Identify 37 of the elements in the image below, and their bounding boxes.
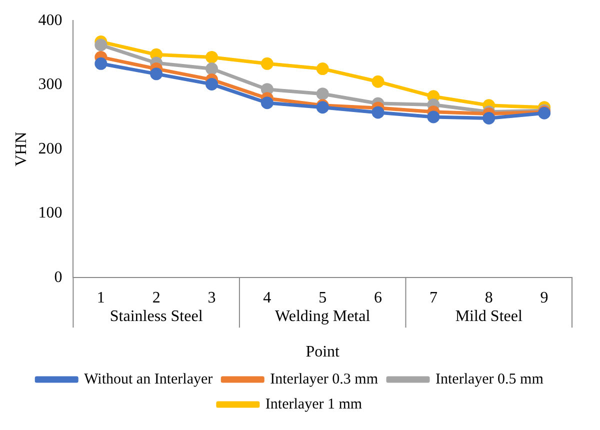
point [260,96,274,110]
legend-label: Interlayer 1 mm [265,396,362,412]
point [482,112,496,125]
point [316,88,329,100]
x-axis-title: Point [306,344,340,361]
y-tick-label: 200 [38,140,62,158]
point [94,57,108,70]
text: Stainless Steel [110,308,204,325]
point [206,62,218,76]
x-tick-label: 1 [96,289,105,306]
point [150,68,163,80]
legend-label: Interlayer 0.3 mm [270,371,378,388]
point [372,75,384,88]
x-tick-label: 2 [152,289,160,306]
text: Mild Steel [455,308,523,325]
x-tick-label: 3 [208,289,216,306]
x-tick-label: 8 [484,289,493,306]
x-tick-label: 5 [318,289,327,306]
y-tick-label: 0 [54,268,62,286]
point [94,38,108,52]
x-tick-label: 4 [263,289,272,306]
text: Welding Metal [275,308,371,325]
point [206,78,218,90]
y-axis-title: VHN [12,131,30,166]
point [372,106,384,119]
point [427,110,440,124]
legend-label: Interlayer 0.5 mm [436,371,544,388]
point [260,57,274,70]
x-tick-label: 9 [540,289,548,306]
y-tick-label: 300 [38,76,62,94]
y-tick-label: 400 [38,12,62,29]
x-tick-label: 7 [429,289,438,306]
point [316,62,329,76]
legend-label: Without an Interlayer [84,371,213,388]
point [206,50,218,64]
x-tick-label: 6 [374,289,382,306]
y-tick-label: 100 [38,204,62,222]
